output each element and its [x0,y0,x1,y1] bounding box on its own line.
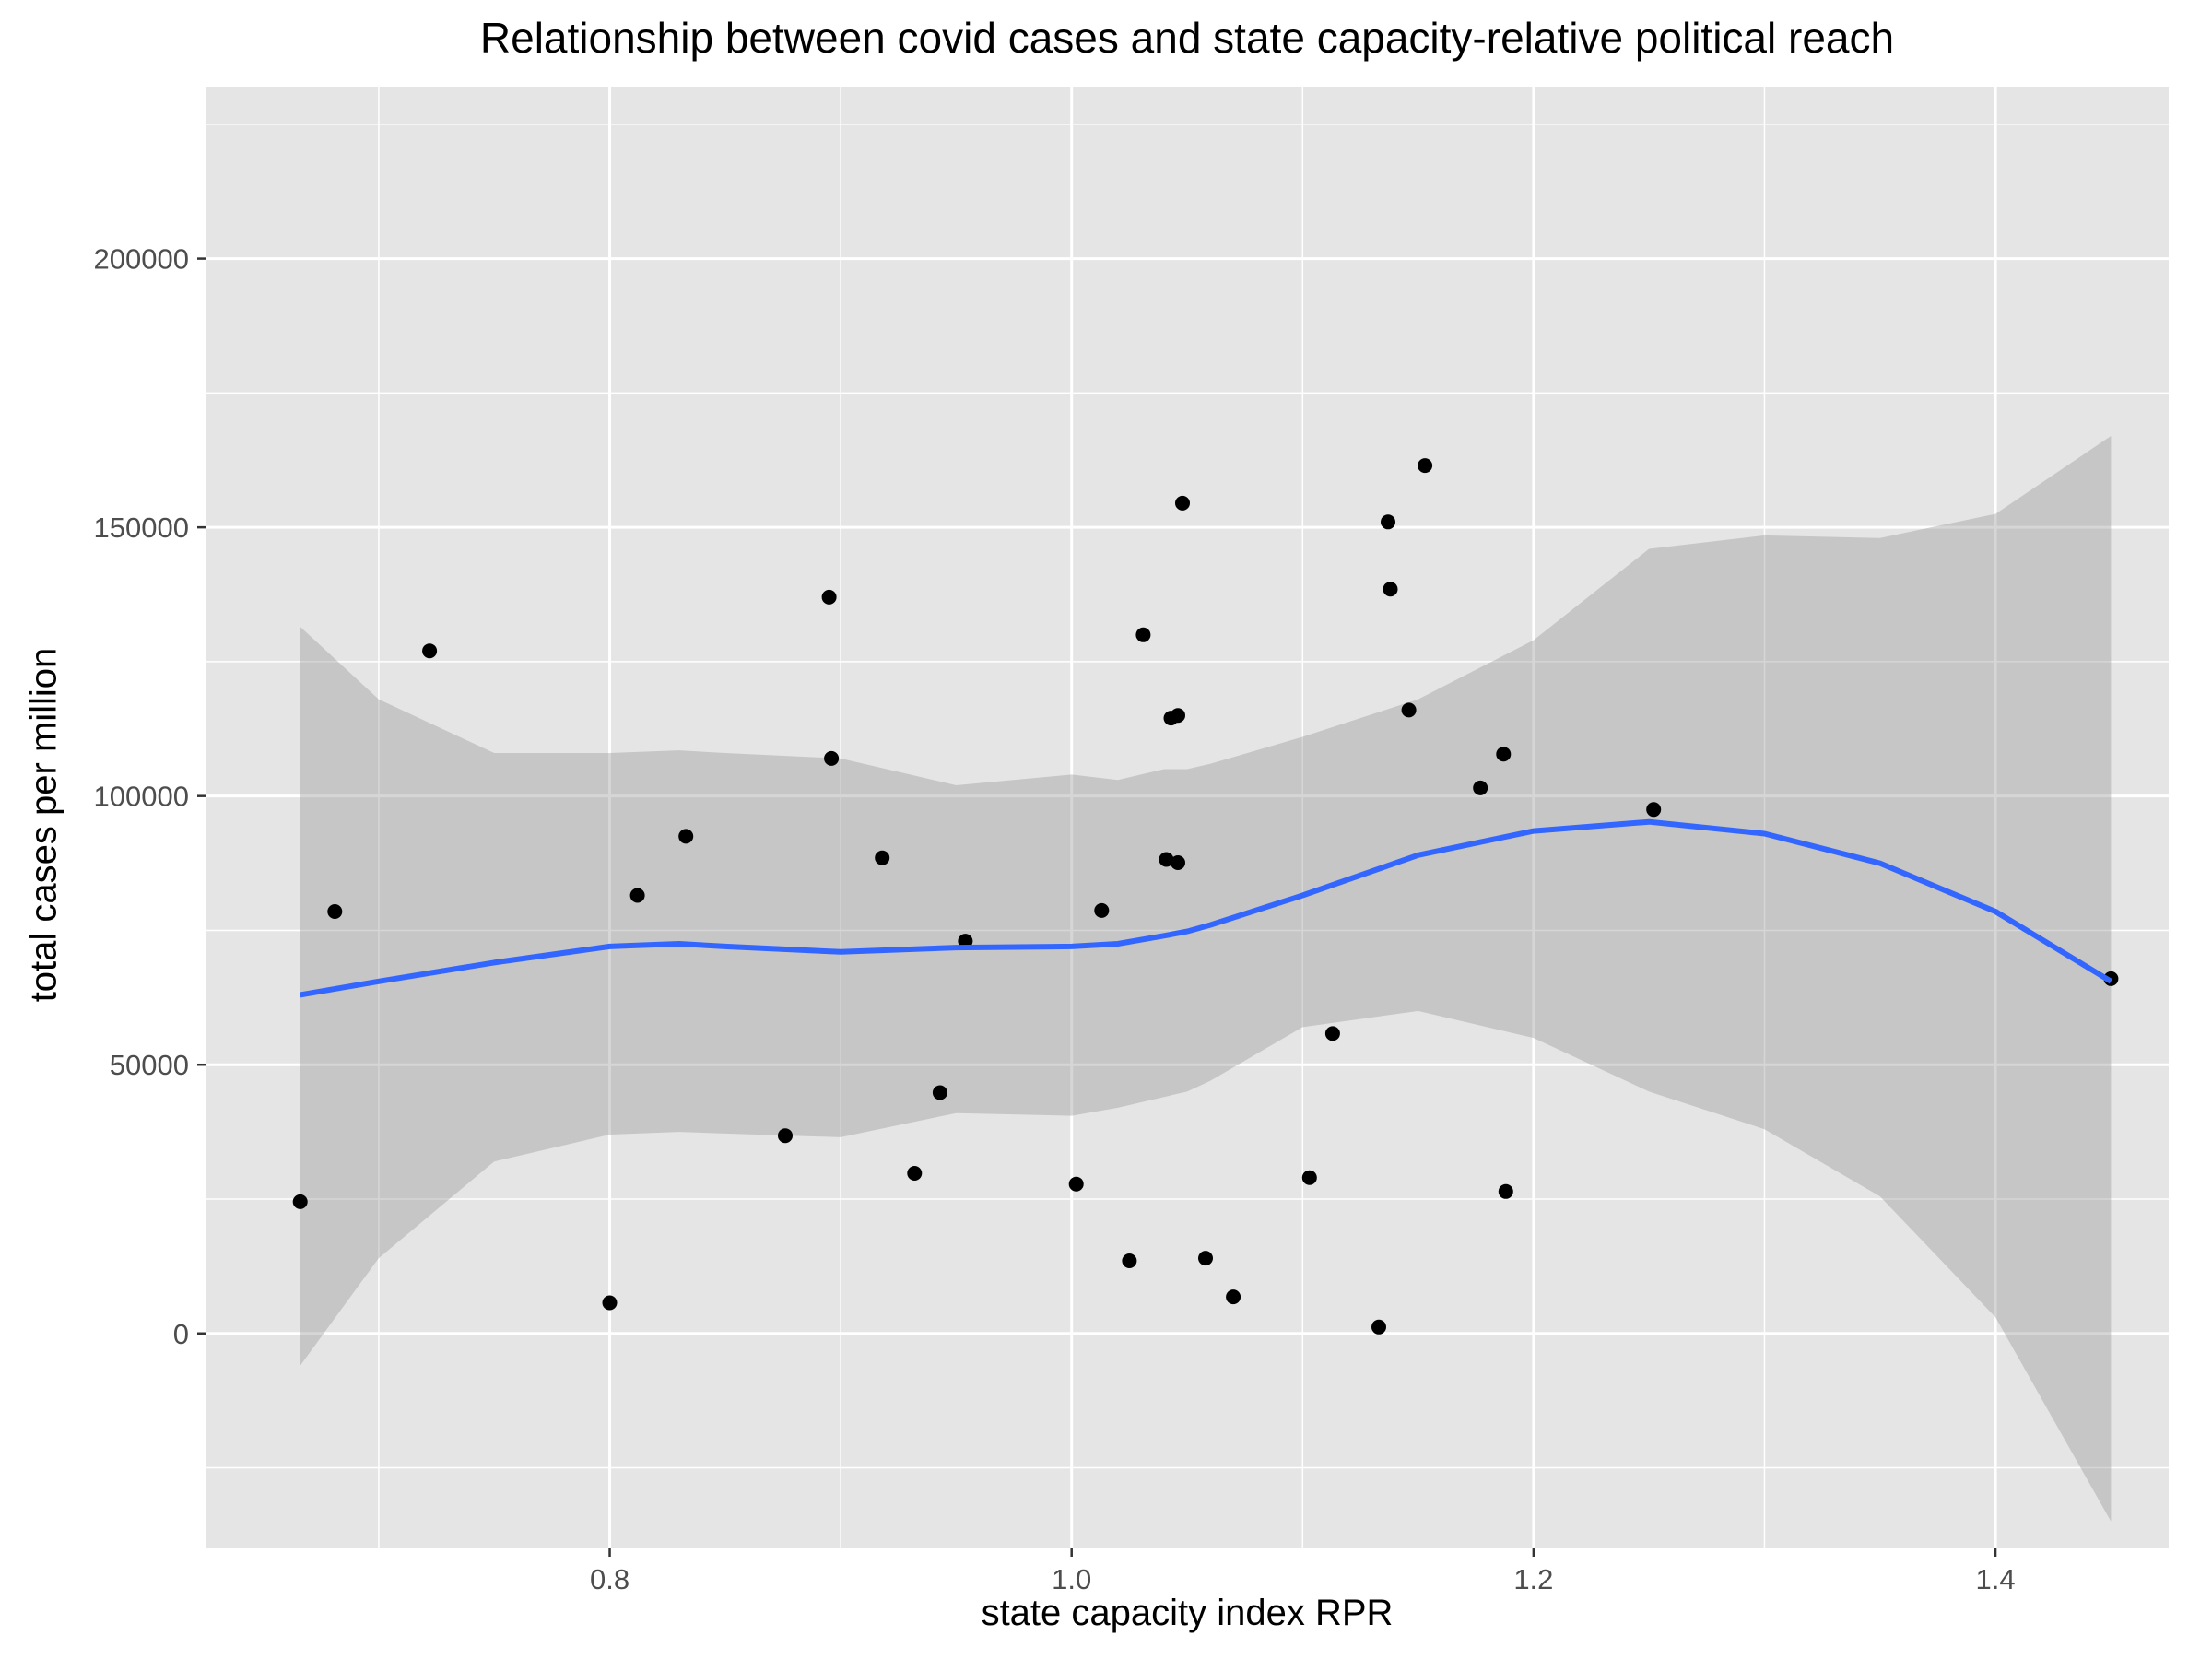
y-tick-label: 100000 [94,781,189,813]
data-point [1226,1289,1241,1305]
y-tick-label: 0 [173,1318,189,1350]
major-gridlines [206,87,2169,1548]
data-point [932,1085,947,1100]
data-point [1301,1170,1317,1185]
data-point [1135,627,1151,642]
data-point [1418,458,1433,474]
x-tick-label: 0.8 [590,1563,629,1595]
x-tick-label: 1.4 [1976,1563,2016,1595]
data-point [1198,1251,1213,1266]
data-point [824,750,840,766]
data-point [778,1128,793,1144]
data-point [1171,708,1185,724]
data-point [1175,495,1190,511]
x-tick-label: 1.0 [1052,1563,1091,1595]
data-point [1401,702,1417,718]
data-point [1646,802,1662,818]
data-point [1122,1253,1137,1268]
data-point [1171,855,1185,870]
data-point [1159,852,1174,867]
data-point [1324,1026,1340,1041]
data-point [907,1166,923,1181]
data-point [1371,1319,1386,1335]
data-point [327,904,343,919]
y-tick-label: 50000 [110,1049,189,1081]
y-tick-label: 200000 [94,243,189,276]
data-point [821,589,837,605]
data-point [602,1295,618,1311]
data-point [1382,582,1398,597]
data-point [875,850,890,865]
data-point [678,829,694,844]
loess-smooth-line [300,818,2112,998]
data-point [1496,747,1512,762]
data-point [422,643,438,659]
data-point [1094,902,1110,918]
x-tick-label: 1.2 [1513,1563,1553,1595]
data-point [1381,514,1395,530]
y-axis-title: total cases per million [23,647,65,1003]
data-point [1473,780,1488,795]
plot-panel [206,87,2169,1548]
confidence-band [300,436,2112,1522]
data-point [629,888,645,903]
chart-title: Relationship between covid cases and sta… [479,14,1895,62]
x-axis: 0.8 1.0 1.2 1.4 [590,1548,2016,1595]
y-axis: 0 50000 100000 150000 200000 [94,243,206,1350]
y-tick-label: 150000 [94,512,189,544]
x-axis-title: state capacity index RPR [981,1593,1394,1633]
data-point [292,1194,308,1209]
data-point [1498,1183,1513,1199]
data-point [1068,1176,1084,1192]
